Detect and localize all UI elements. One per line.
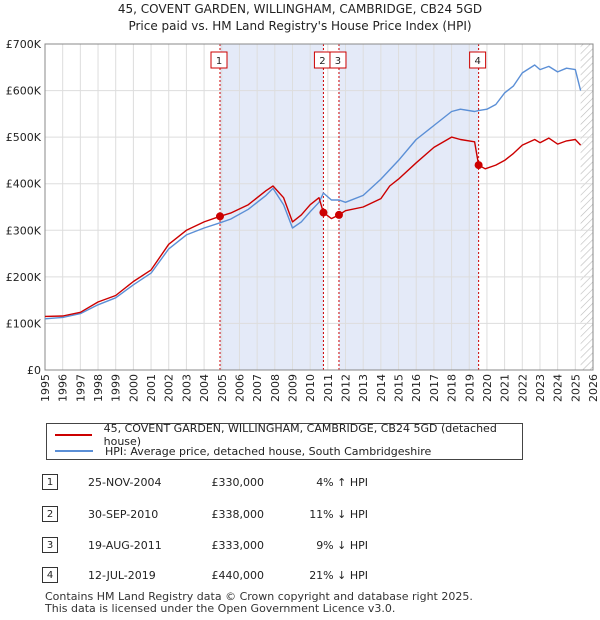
projection-hatch — [580, 44, 593, 370]
sale-row: 3 19-AUG-2011 £333,000 9% ↓ HPI — [42, 537, 562, 555]
price-chart: 1 2 3 4 £0 £100K £200K £300K £400K £500K £600K £700… — [6, 40, 600, 402]
legend-hpi-label: HPI: Average price, detached house, Sout… — [105, 444, 432, 458]
sale-number-badge: 4 — [42, 567, 58, 583]
x-tick-label: 1995 — [39, 374, 52, 402]
sale-number-badge: 3 — [42, 537, 58, 553]
sale-label-number: 3 — [335, 56, 341, 67]
x-tick-label: 2003 — [180, 374, 193, 402]
legend: 45, COVENT GARDEN, WILLINGHAM, CAMBRIDGE… — [46, 422, 523, 460]
x-tick-label: 2006 — [233, 374, 246, 402]
plot-frame — [44, 43, 594, 371]
x-tick-label: 2015 — [393, 374, 406, 402]
sale-point — [334, 210, 343, 219]
hpi-line — [44, 64, 582, 320]
x-tick-label: 2009 — [286, 374, 299, 402]
x-tick-label: 2025 — [569, 374, 582, 402]
sale-point — [474, 161, 483, 170]
y-tick-label: £0 — [27, 364, 41, 377]
chart-title-line1: 45, COVENT GARDEN, WILLINGHAM, CAMBRIDGE… — [117, 2, 483, 16]
sale-price: £440,000 — [211, 569, 265, 582]
footer-copyright: Contains HM Land Registry data © Crown c… — [45, 590, 473, 603]
sale-number-badge: 2 — [42, 506, 58, 522]
x-tick-label: 2018 — [446, 374, 459, 402]
x-tick-label: 2019 — [463, 374, 476, 402]
x-tick-label: 1997 — [74, 374, 87, 402]
x-tick-label: 2017 — [428, 374, 441, 402]
y-tick-label: £300K — [6, 224, 42, 237]
x-tick-label: 2008 — [269, 374, 282, 402]
sale-date: 19-AUG-2011 — [88, 539, 162, 552]
x-tick-label: 2000 — [127, 374, 140, 402]
shaded-period — [220, 44, 324, 370]
sale-hpi-diff: 11% ↓ HPI — [309, 508, 368, 521]
y-tick-label: £400K — [6, 178, 42, 191]
x-tick-label: 2007 — [251, 374, 264, 402]
sale-point — [319, 208, 328, 217]
sale-label-number: 4 — [474, 56, 480, 67]
sale-point — [216, 212, 225, 221]
sale-label-box — [210, 51, 228, 69]
x-tick-label: 2023 — [534, 374, 547, 402]
sale-label-box — [469, 51, 487, 69]
x-tick-label: 1998 — [92, 374, 105, 402]
sale-row: 2 30-SEP-2010 £338,000 11% ↓ HPI — [42, 506, 562, 524]
x-tick-label: 1999 — [110, 374, 123, 402]
x-tick-label: 2024 — [552, 374, 565, 402]
x-tick-label: 2004 — [198, 374, 211, 402]
x-tick-label: 2013 — [357, 374, 370, 402]
legend-hpi-swatch — [55, 450, 93, 452]
footer-licence: This data is licensed under the Open Gov… — [45, 602, 396, 615]
y-tick-label: £500K — [6, 131, 42, 144]
sale-price: £338,000 — [211, 508, 265, 521]
x-tick-label: 2012 — [340, 374, 353, 402]
x-tick-label: 1996 — [57, 374, 70, 402]
y-tick-label: £100K — [6, 317, 42, 330]
x-tick-label: 2016 — [410, 374, 423, 402]
legend-property-swatch — [55, 434, 92, 436]
y-tick-label: £600K — [6, 85, 42, 98]
x-tick-label: 2001 — [145, 374, 158, 402]
sale-price: £333,000 — [211, 539, 265, 552]
sale-date: 12-JUL-2019 — [88, 569, 156, 582]
sale-hpi-diff: 9% ↓ HPI — [316, 539, 368, 552]
sale-date: 30-SEP-2010 — [88, 508, 159, 521]
x-tick-label: 2020 — [481, 374, 494, 402]
x-tick-label: 2005 — [216, 374, 229, 402]
sale-hpi-diff: 4% ↑ HPI — [316, 476, 368, 489]
sale-label-box — [329, 51, 347, 69]
sale-row: 4 12-JUL-2019 £440,000 21% ↓ HPI — [42, 567, 562, 585]
y-tick-label: £200K — [6, 271, 42, 284]
x-tick-label: 2026 — [587, 374, 600, 402]
legend-property-label: 45, COVENT GARDEN, WILLINGHAM, CAMBRIDGE… — [103, 422, 497, 448]
sale-label-number: 1 — [216, 56, 222, 67]
sale-price: £330,000 — [211, 476, 265, 489]
sale-hpi-diff: 21% ↓ HPI — [309, 569, 368, 582]
sale-date: 25-NOV-2004 — [88, 476, 162, 489]
x-tick-label: 2010 — [304, 374, 317, 402]
sale-number-badge: 1 — [42, 474, 58, 490]
x-tick-label: 2014 — [375, 374, 388, 402]
y-tick-label: £700K — [6, 40, 42, 51]
x-tick-label: 2011 — [322, 374, 335, 402]
sale-label-number: 2 — [319, 56, 325, 67]
sale-row: 1 25-NOV-2004 £330,000 4% ↑ HPI — [42, 474, 562, 492]
x-tick-label: 2021 — [499, 374, 512, 402]
chart-title-line2: Price paid vs. HM Land Registry's House … — [128, 19, 472, 33]
x-tick-label: 2002 — [163, 374, 176, 402]
x-tick-label: 2022 — [516, 374, 529, 402]
